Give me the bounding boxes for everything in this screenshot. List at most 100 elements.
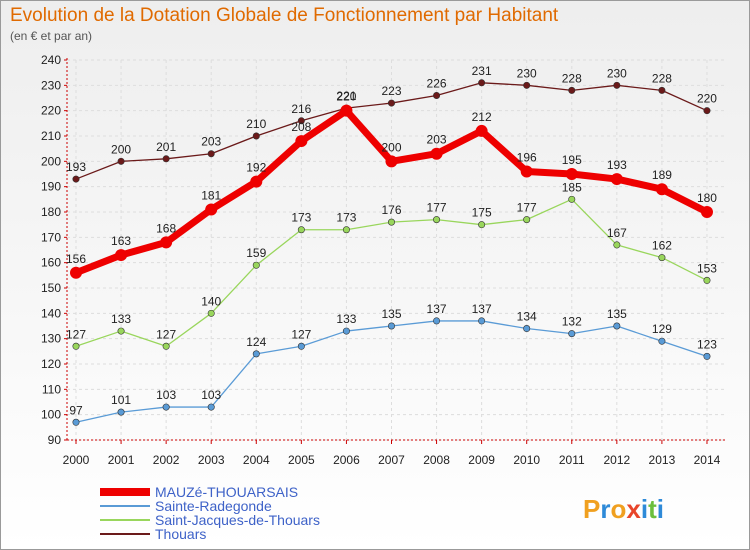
legend-label: Saint-Jacques-de-Thouars xyxy=(155,512,320,528)
data-label: 226 xyxy=(427,76,447,90)
data-point xyxy=(610,173,623,186)
data-label: 129 xyxy=(652,322,672,336)
data-point xyxy=(478,317,486,325)
y-tick-label: 130 xyxy=(41,332,61,346)
data-label: 189 xyxy=(652,168,672,182)
series-thouars xyxy=(72,79,711,183)
data-label: 134 xyxy=(517,310,537,324)
legend-label: MAUZé-THOUARSAIS xyxy=(155,484,298,500)
data-point xyxy=(523,325,531,333)
data-label: 195 xyxy=(562,153,582,167)
data-point xyxy=(478,221,486,229)
series-sainte-radegonde xyxy=(72,317,711,426)
data-point xyxy=(297,117,305,125)
legend-label: Thouars xyxy=(155,526,206,542)
data-label: 231 xyxy=(472,64,492,78)
x-tick-label: 2013 xyxy=(649,453,676,467)
data-label: 135 xyxy=(607,307,627,321)
data-point xyxy=(475,124,488,137)
data-label: 127 xyxy=(156,327,176,341)
data-point xyxy=(523,216,531,224)
data-label: 177 xyxy=(517,201,537,215)
data-point xyxy=(703,352,711,360)
data-point xyxy=(207,403,215,411)
data-label: 200 xyxy=(111,142,131,156)
data-label: 193 xyxy=(66,160,86,174)
legend: MAUZé-THOUARSAISSainte-RadegondeSaint-Ja… xyxy=(100,484,320,542)
x-tick-label: 2000 xyxy=(63,453,90,467)
data-label: 193 xyxy=(607,158,627,172)
data-point xyxy=(295,135,308,148)
y-tick-label: 230 xyxy=(41,78,61,92)
data-label: 208 xyxy=(291,120,311,134)
data-label: 135 xyxy=(381,307,401,321)
y-tick-label: 210 xyxy=(41,129,61,143)
data-point xyxy=(387,218,395,226)
series-mauz-thouarsais xyxy=(70,104,713,279)
data-label: 223 xyxy=(381,84,401,98)
data-point xyxy=(250,175,263,188)
logo-letter: r xyxy=(600,494,610,524)
x-tick-label: 2002 xyxy=(153,453,180,467)
data-point xyxy=(658,254,666,262)
data-point xyxy=(162,155,170,163)
data-point xyxy=(387,322,395,330)
data-point xyxy=(117,327,125,335)
data-point xyxy=(700,206,713,218)
data-labels: 193 200 201 203 210 216 221 223 226 231 230 228 230 2… xyxy=(66,64,717,417)
data-label: 137 xyxy=(472,302,492,316)
y-tick-label: 190 xyxy=(41,180,61,194)
logo-text: Proxiti xyxy=(583,494,664,524)
logo-letter: o xyxy=(610,494,626,524)
data-point xyxy=(297,342,305,350)
data-label: 228 xyxy=(652,71,672,85)
data-label: 101 xyxy=(111,393,131,407)
data-point xyxy=(252,132,260,140)
data-point xyxy=(568,195,576,203)
y-tick-label: 140 xyxy=(41,306,61,320)
axes: 90 100 110 120 130 140 150 160 170 180 190 200 210 22… xyxy=(41,53,727,467)
grid xyxy=(67,59,727,441)
data-label: 185 xyxy=(562,180,582,194)
chart-subtitle: (en € et par an) xyxy=(10,29,92,43)
y-tick-label: 90 xyxy=(48,433,62,447)
data-label: 230 xyxy=(607,66,627,80)
data-point xyxy=(72,342,80,350)
data-label: 176 xyxy=(381,203,401,217)
data-label: 203 xyxy=(427,133,447,147)
data-point xyxy=(568,86,576,94)
data-point xyxy=(160,236,173,249)
data-label: 168 xyxy=(156,221,176,235)
data-label: 132 xyxy=(562,315,582,329)
x-tick-label: 2003 xyxy=(198,453,225,467)
series-saint-jacques-de-thouars xyxy=(72,195,711,350)
x-tick-label: 2007 xyxy=(378,453,405,467)
data-point xyxy=(523,81,531,89)
data-label: 200 xyxy=(381,140,401,154)
data-label: 133 xyxy=(336,312,356,326)
data-point xyxy=(433,91,441,99)
data-point xyxy=(520,165,533,178)
data-point xyxy=(703,276,711,284)
y-tick-label: 150 xyxy=(41,281,61,295)
data-label: 97 xyxy=(69,403,83,417)
data-point xyxy=(252,350,260,358)
y-tick-label: 240 xyxy=(41,53,61,67)
data-point xyxy=(162,342,170,350)
data-label: 175 xyxy=(472,206,492,220)
data-label: 192 xyxy=(246,161,266,175)
data-label: 163 xyxy=(111,234,131,248)
x-tick-label: 2008 xyxy=(423,453,450,467)
data-point xyxy=(565,168,578,180)
data-label: 220 xyxy=(697,92,717,106)
data-point xyxy=(658,337,666,345)
x-tick-label: 2005 xyxy=(288,453,315,467)
data-point xyxy=(568,330,576,338)
data-label: 159 xyxy=(246,246,266,260)
data-label: 124 xyxy=(246,335,266,349)
data-label: 103 xyxy=(201,388,221,402)
legend-label: Sainte-Radegonde xyxy=(155,498,272,514)
data-label: 181 xyxy=(201,188,221,202)
data-label: 167 xyxy=(607,226,627,240)
